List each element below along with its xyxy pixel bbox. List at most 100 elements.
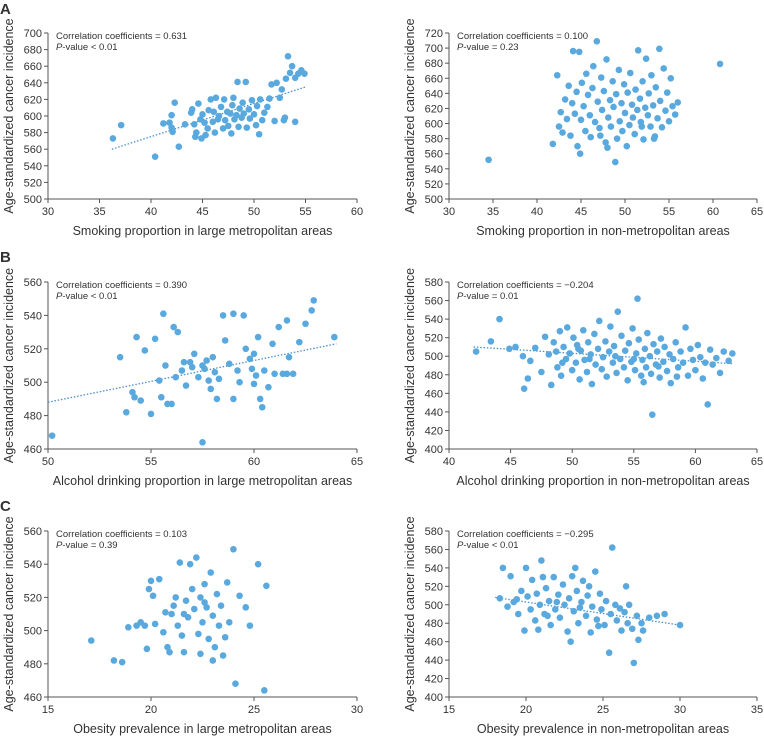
data-point	[199, 111, 206, 118]
pvalue-symbol: P	[457, 291, 464, 302]
data-point	[632, 350, 640, 357]
data-point	[271, 370, 278, 378]
data-point	[282, 75, 290, 82]
data-point	[665, 117, 673, 125]
data-point	[286, 69, 294, 77]
data-point	[575, 619, 582, 627]
x-tick-label: 35	[487, 206, 499, 218]
data-point	[592, 361, 599, 368]
data-point	[569, 47, 577, 55]
data-point	[266, 95, 273, 102]
x-tick-label: 60	[707, 206, 719, 218]
data-point	[217, 602, 225, 609]
y-tick-label: 560	[24, 277, 42, 289]
data-point	[158, 393, 165, 401]
data-point	[602, 338, 609, 345]
data-point	[211, 129, 219, 136]
data-point	[215, 622, 223, 629]
pvalue-symbol: P	[457, 42, 464, 53]
y-tick-label: 600	[425, 119, 443, 131]
data-point	[213, 395, 221, 403]
data-point	[160, 120, 167, 127]
x-tick-label: 35	[751, 704, 763, 716]
correlation-annotation: Correlation coefficients = 0.631	[56, 31, 187, 42]
data-point	[205, 377, 212, 384]
x-tick-label: 30	[351, 704, 363, 716]
data-point	[709, 361, 716, 368]
data-point	[137, 397, 144, 404]
data-point	[180, 358, 188, 366]
data-point	[556, 327, 564, 335]
data-point	[209, 118, 217, 126]
data-point	[687, 345, 694, 353]
y-tick-label: 560	[425, 544, 443, 556]
x-axis-label: Alcohol drinking proportion in large met…	[53, 474, 352, 488]
data-point	[646, 352, 654, 360]
y-tick-label: 620	[425, 103, 443, 115]
y-tick-label: 540	[24, 161, 42, 173]
data-point	[578, 79, 586, 87]
data-point	[674, 364, 682, 371]
y-tick-label: 480	[24, 411, 42, 423]
data-point	[613, 617, 621, 624]
data-point	[110, 657, 118, 664]
data-point	[48, 432, 56, 439]
data-point	[672, 339, 679, 346]
data-point	[586, 111, 594, 119]
data-point	[663, 89, 671, 96]
data-point	[625, 339, 633, 347]
data-point	[225, 619, 233, 626]
data-point	[552, 348, 560, 355]
y-tick-label: 520	[425, 581, 443, 593]
data-point	[246, 622, 254, 629]
y-tick-label: 680	[425, 58, 443, 70]
data-point	[701, 359, 709, 367]
data-point	[246, 355, 254, 363]
y-axis-label: Age-standardized cancer incidence	[403, 516, 417, 711]
data-point	[193, 129, 200, 136]
data-point	[662, 107, 669, 115]
data-point	[203, 357, 210, 364]
data-point	[518, 587, 525, 595]
data-point	[201, 365, 208, 373]
x-axis-label: Smoking proportion in large metropolitan…	[73, 224, 333, 238]
data-point	[567, 132, 574, 139]
y-tick-label: 500	[425, 351, 443, 363]
pvalue-symbol: P	[56, 540, 63, 551]
data-point	[170, 323, 177, 331]
data-point	[689, 356, 697, 364]
data-point	[596, 317, 603, 325]
y-tick-label: 700	[24, 28, 42, 40]
data-point	[607, 610, 614, 618]
pvalue-annotation: P-value < 0.01	[457, 540, 519, 551]
data-point	[188, 363, 196, 371]
data-point	[536, 601, 544, 609]
data-point	[725, 357, 732, 365]
data-point	[554, 364, 561, 371]
data-point	[223, 579, 231, 586]
data-point	[550, 339, 558, 346]
y-tick-label: 460	[24, 444, 42, 456]
y-tick-label: 480	[425, 618, 443, 630]
x-tick-label: 20	[520, 704, 532, 716]
data-point	[506, 345, 513, 353]
data-point	[587, 629, 594, 636]
x-tick-label: 60	[248, 456, 260, 468]
panel-letter-c: C	[0, 498, 11, 515]
data-point	[647, 370, 655, 378]
data-point	[230, 94, 237, 102]
data-point	[170, 602, 177, 609]
data-point	[586, 355, 593, 363]
data-point	[261, 367, 268, 374]
data-point	[230, 395, 237, 403]
data-point	[645, 90, 653, 97]
data-point	[545, 351, 553, 358]
pvalue-symbol: P	[56, 42, 63, 53]
data-point	[616, 605, 624, 612]
data-point	[291, 118, 299, 126]
data-point	[676, 621, 684, 629]
data-point	[663, 367, 671, 375]
x-tick-label: 55	[628, 456, 640, 468]
data-point	[236, 592, 243, 600]
x-axis-label: Obesity prevalence in non-metropolitan a…	[477, 722, 729, 736]
